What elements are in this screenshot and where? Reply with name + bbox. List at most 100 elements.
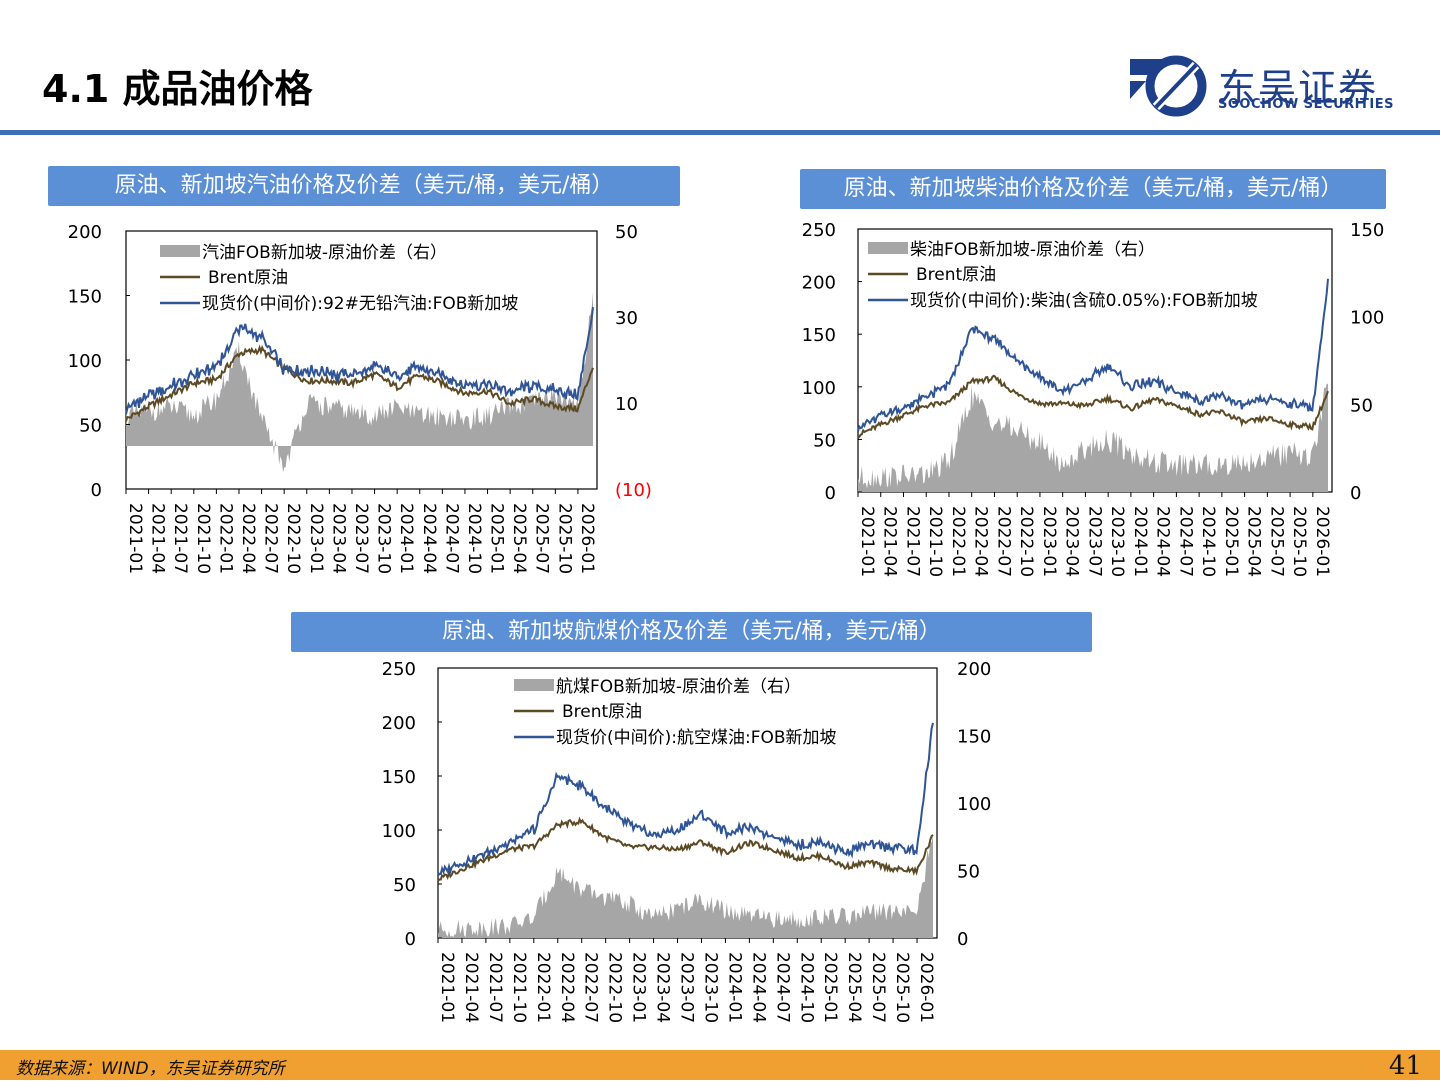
right-tick-label: 100 bbox=[1350, 308, 1384, 329]
x-tick-label: 2023-07 bbox=[677, 952, 697, 1023]
x-tick-label: 2022-10 bbox=[283, 503, 303, 574]
right-tick-label: 50 bbox=[1350, 395, 1373, 416]
legend-label-product: 现货价(中间价):航空煤油:FOB新加坡 bbox=[556, 728, 837, 748]
x-tick-label: 2023-04 bbox=[328, 503, 348, 574]
x-tick-label: 2023-10 bbox=[1107, 506, 1127, 577]
x-tick-label: 2024-07 bbox=[772, 952, 792, 1023]
right-tick-label: 10 bbox=[615, 394, 638, 415]
x-tick-label: 2025-10 bbox=[1289, 506, 1309, 577]
x-tick-label: 2026-01 bbox=[577, 503, 597, 574]
x-tick-label: 2025-10 bbox=[554, 503, 574, 574]
x-tick-label: 2021-01 bbox=[125, 503, 145, 574]
x-tick-label: 2021-04 bbox=[148, 503, 168, 574]
x-tick-label: 2024-01 bbox=[396, 503, 416, 574]
logo-text-cn: 东吴证券 bbox=[1218, 66, 1379, 110]
product-line-jet bbox=[437, 722, 934, 876]
chart-title-diesel: 原油、新加坡柴油价格及价差（美元/桶，美元/桶） bbox=[800, 169, 1386, 209]
left-tick-label: 0 bbox=[405, 929, 416, 950]
x-tick-label: 2026-01 bbox=[1312, 506, 1332, 577]
spread-area-jet bbox=[438, 834, 933, 938]
title-divider bbox=[0, 130, 1440, 135]
left-tick-label: 100 bbox=[382, 821, 416, 842]
x-tick-label: 2024-04 bbox=[419, 503, 439, 574]
plot-frame-diesel bbox=[857, 228, 1333, 493]
x-tick-label: 2025-10 bbox=[892, 952, 912, 1023]
page-number: 41 bbox=[1388, 1051, 1422, 1081]
left-tick-label: 100 bbox=[68, 351, 102, 372]
right-tick-label: 30 bbox=[615, 308, 638, 329]
left-tick-label: 250 bbox=[802, 220, 836, 241]
x-tick-label: 2022-01 bbox=[215, 503, 235, 574]
right-tick-label: 50 bbox=[957, 862, 980, 883]
logo-text-en: SOOCHOW SECURITIES bbox=[1218, 97, 1394, 112]
x-tick-label: 2021-04 bbox=[880, 506, 900, 577]
x-tick-label: 2021-10 bbox=[193, 503, 213, 574]
legend-label-product: 现货价(中间价):柴油(含硫0.05%):FOB新加坡 bbox=[910, 291, 1258, 311]
x-tick-label: 2024-04 bbox=[748, 952, 768, 1023]
chart-title-gasoline: 原油、新加坡汽油价格及价差（美元/桶，美元/桶） bbox=[48, 166, 680, 206]
left-tick-label: 250 bbox=[382, 659, 416, 680]
right-tick-label: 200 bbox=[957, 659, 991, 680]
x-tick-label: 2024-07 bbox=[441, 503, 461, 574]
legend-label-brent: Brent原油 bbox=[916, 265, 996, 285]
x-tick-label: 2025-07 bbox=[1266, 506, 1286, 577]
data-source-note: 数据来源：WIND，东吴证券研究所 bbox=[16, 1059, 285, 1079]
x-tick-label: 2022-04 bbox=[971, 506, 991, 577]
brent-line-gasoline bbox=[125, 344, 594, 422]
x-tick-label: 2025-04 bbox=[844, 952, 864, 1023]
x-tick-label: 2025-01 bbox=[487, 503, 507, 574]
plot-frame-gasoline bbox=[125, 230, 598, 490]
page-title: 4.1 成品油价格 bbox=[42, 67, 313, 111]
plot-frame-jet bbox=[437, 667, 938, 939]
x-tick-label: 2025-04 bbox=[509, 503, 529, 574]
left-tick-label: 200 bbox=[382, 713, 416, 734]
right-tick-label: 0 bbox=[1350, 483, 1361, 504]
left-tick-label: 0 bbox=[91, 480, 102, 501]
x-tick-label: 2022-04 bbox=[557, 952, 577, 1023]
x-tick-label: 2022-10 bbox=[605, 952, 625, 1023]
x-tick-label: 2021-10 bbox=[925, 506, 945, 577]
left-tick-label: 50 bbox=[393, 875, 416, 896]
x-tick-label: 2023-07 bbox=[1084, 506, 1104, 577]
left-tick-label: 150 bbox=[68, 287, 102, 308]
product-line-diesel bbox=[857, 278, 1329, 432]
left-tick-label: 200 bbox=[802, 273, 836, 294]
x-tick-label: 2024-10 bbox=[1198, 506, 1218, 577]
company-logo: 东吴证券 SOOCHOW SECURITIES bbox=[1130, 55, 1420, 117]
x-tick-label: 2023-10 bbox=[700, 952, 720, 1023]
x-tick-label: 2023-01 bbox=[1039, 506, 1059, 577]
x-tick-label: 2023-04 bbox=[653, 952, 673, 1023]
x-tick-label: 2022-07 bbox=[993, 506, 1013, 577]
legend-label-brent: Brent原油 bbox=[562, 702, 642, 722]
spread-area-gasoline bbox=[126, 292, 593, 473]
right-tick-label: (10) bbox=[615, 480, 652, 501]
right-tick-label: 150 bbox=[957, 727, 991, 748]
x-tick-label: 2021-01 bbox=[437, 952, 457, 1023]
x-tick-label: 2025-07 bbox=[868, 952, 888, 1023]
x-tick-label: 2022-04 bbox=[238, 503, 258, 574]
x-tick-label: 2024-10 bbox=[796, 952, 816, 1023]
brent-line-diesel bbox=[857, 374, 1329, 439]
legend-label-spread: 航煤FOB新加坡-原油价差（右） bbox=[556, 677, 801, 697]
x-tick-label: 2023-10 bbox=[374, 503, 394, 574]
left-tick-label: 150 bbox=[802, 325, 836, 346]
spread-area-diesel bbox=[858, 383, 1328, 492]
x-tick-label: 2021-01 bbox=[857, 506, 877, 577]
x-tick-label: 2024-04 bbox=[1153, 506, 1173, 577]
x-tick-label: 2025-04 bbox=[1244, 506, 1264, 577]
left-tick-label: 50 bbox=[813, 430, 836, 451]
x-tick-label: 2021-04 bbox=[461, 952, 481, 1023]
chart-title-jet: 原油、新加坡航煤价格及价差（美元/桶，美元/桶） bbox=[291, 612, 1092, 652]
right-tick-label: 150 bbox=[1350, 220, 1384, 241]
left-tick-label: 100 bbox=[802, 378, 836, 399]
product-line-gasoline bbox=[125, 306, 594, 415]
legend-label-product: 现货价(中间价):92#无铅汽油:FOB新加坡 bbox=[202, 294, 518, 314]
left-tick-label: 0 bbox=[825, 483, 836, 504]
left-tick-label: 200 bbox=[68, 222, 102, 243]
right-tick-label: 0 bbox=[957, 929, 968, 950]
legend-swatch-spread bbox=[514, 679, 554, 691]
x-tick-label: 2022-10 bbox=[1016, 506, 1036, 577]
legend-swatch-spread bbox=[160, 245, 200, 257]
x-tick-label: 2024-07 bbox=[1175, 506, 1195, 577]
